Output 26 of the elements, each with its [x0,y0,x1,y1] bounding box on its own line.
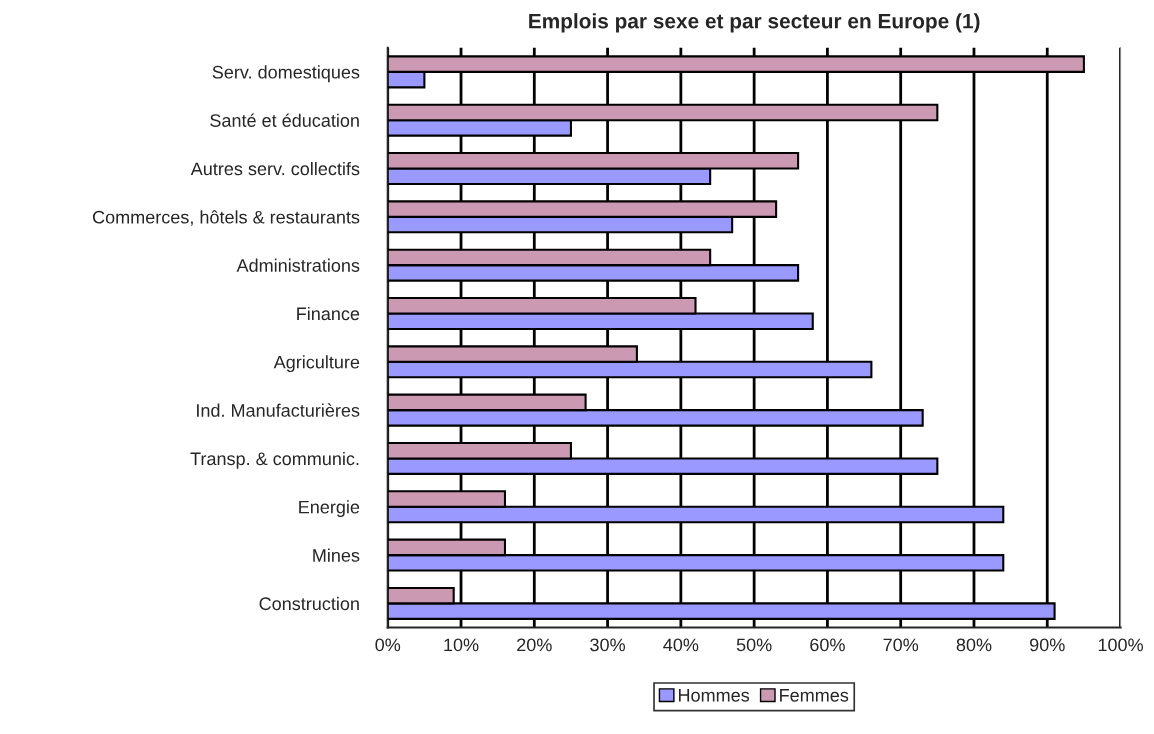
y-tick-label: Transp. & communic. [190,451,359,469]
x-tick-label: 30% [590,638,626,652]
y-tick-label: Ind. Manufacturières [197,403,360,417]
y-tick-label: Mines [313,548,360,562]
x-tick-label: 20% [517,638,552,652]
x-tick-label: 10% [444,638,479,652]
x-tick-label: 80% [956,638,992,652]
y-tick-label: Autres serv. collectifs [190,161,360,176]
y-tick-label: Energie [299,500,360,518]
x-tick-label: 70% [883,638,919,652]
x-tick-label: 90% [1030,638,1065,652]
y-tick-label: Agriculture [273,355,360,373]
x-tick-label: 0% [375,638,401,652]
x-tick-label: 100% [1098,638,1143,652]
y-tick-label: Santé et éducation [210,113,359,127]
y-tick-label: Serv. domestiques [212,65,360,83]
chart-title: Emplois par sexe et par secteur en Europe (1) [529,13,980,33]
y-tick-label: Construction [259,596,359,611]
y-tick-label: Administrations [236,258,360,272]
y-tick-label: Commerces, hôtels & restaurants [92,210,360,226]
x-tick-label: 50% [736,638,772,652]
x-tick-label: 40% [663,638,699,652]
x-tick-label: 60% [810,638,845,652]
y-tick-label: Finance [297,306,360,321]
legend-label: Hommes [678,689,750,702]
legend-label: Femmes [780,689,849,702]
